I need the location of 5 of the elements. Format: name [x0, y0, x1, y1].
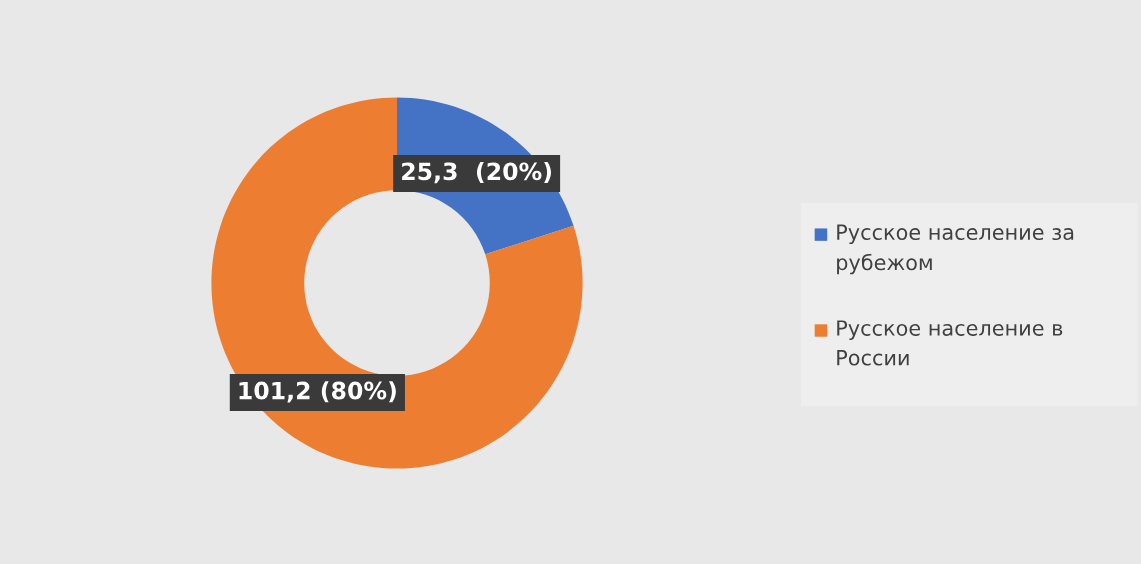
legend-label: Русское население за рубежом [837, 224, 1074, 275]
legend-label: Русское население в России [837, 320, 1063, 366]
data-label: 101,2 (80%) [239, 381, 396, 403]
donut-slice [211, 97, 583, 469]
data-label: 25,3 (20%) [402, 161, 552, 184]
